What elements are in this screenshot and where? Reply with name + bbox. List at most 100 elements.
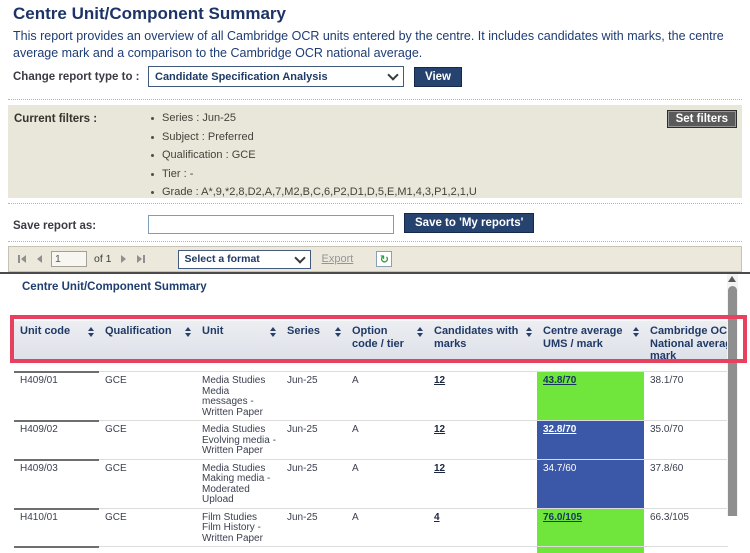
previous-page-button[interactable] xyxy=(35,253,44,265)
candidates-link[interactable]: 12 xyxy=(434,375,446,386)
vertical-scrollbar xyxy=(727,274,738,516)
previous-page-icon xyxy=(37,255,42,263)
column-header-label: Unit code xyxy=(20,325,71,337)
filter-item-label: Series : Jun-25 xyxy=(162,112,236,124)
centre-average-cell[interactable]: 32.8/70 xyxy=(537,421,644,459)
filter-item-grade: Grade : A*,9,*2,8,D2,A,7,M2,B,C,6,P2,D1,… xyxy=(151,186,477,205)
last-page-icon xyxy=(136,255,142,263)
filter-item-qualification: Qualification : GCE xyxy=(151,149,477,168)
format-selected-value: Select a format xyxy=(184,253,260,265)
column-header-series[interactable]: Series xyxy=(281,321,346,359)
series-cell: Jun-25 xyxy=(287,375,318,386)
national-average-cell: 38.1/70 xyxy=(650,375,684,386)
column-header-centre-average[interactable]: Centre average UMS / mark xyxy=(537,321,644,359)
sort-icon xyxy=(417,325,423,359)
first-page-icon xyxy=(21,255,26,263)
bullet-icon xyxy=(151,154,154,157)
table-body: H409/01 GCE Media Studies Media messages… xyxy=(14,371,728,553)
sort-icon xyxy=(270,325,276,359)
filter-item-series: Series : Jun-25 xyxy=(151,112,477,131)
unit-code-cell: H409/01 xyxy=(20,375,58,386)
centre-average-cell[interactable]: 76.0/105 xyxy=(537,508,644,546)
page-number-input[interactable] xyxy=(51,251,87,267)
candidates-link[interactable]: 4 xyxy=(434,511,440,523)
column-header-option-code[interactable]: Option code / tier xyxy=(346,321,428,359)
candidates-link[interactable]: 12 xyxy=(434,462,446,474)
refresh-icon: ↻ xyxy=(379,252,389,266)
next-page-button[interactable] xyxy=(119,253,128,265)
sort-icon xyxy=(633,325,639,359)
export-link[interactable]: Export xyxy=(321,253,354,265)
report-heading: Centre Unit/Component Summary xyxy=(22,281,207,293)
divider xyxy=(8,241,742,242)
series-cell: Jun-25 xyxy=(287,511,318,523)
column-header-national-average[interactable]: Cambridge OCR National average / mark xyxy=(644,321,728,359)
refresh-button[interactable]: ↻ xyxy=(376,251,393,267)
page-title: Centre Unit/Component Summary xyxy=(13,4,286,23)
column-header-label: Centre average UMS / mark xyxy=(543,325,623,350)
unit-cell: Media Studies Media messages - Written P… xyxy=(202,375,266,418)
column-header-label: Qualification xyxy=(105,325,172,337)
qualification-cell: GCE xyxy=(105,375,127,386)
table-header-row: Unit code Qualification Unit Series Opti… xyxy=(14,321,728,359)
filter-item-label: Tier : - xyxy=(162,167,194,180)
column-header-qualification[interactable]: Qualification xyxy=(99,321,196,359)
scroll-up-icon[interactable] xyxy=(728,276,736,282)
centre-average-cell xyxy=(537,547,644,553)
column-header-label: Series xyxy=(287,325,321,337)
centre-average-cell: 34.7/60 xyxy=(537,459,644,508)
page-description: This report provides an overview of all … xyxy=(13,29,724,60)
sort-icon xyxy=(185,325,191,359)
filters-panel: Current filters : Series : Jun-25 Subjec… xyxy=(8,105,742,198)
table-row-partial xyxy=(14,546,728,553)
save-to-my-reports-button[interactable]: Save to 'My reports' xyxy=(404,213,535,233)
pager-toolbar: of 1 Select a format Export ↻ xyxy=(8,246,742,272)
chevron-down-icon xyxy=(293,251,306,264)
filter-item-label: Qualification : GCE xyxy=(162,149,256,161)
qualification-cell: GCE xyxy=(105,462,127,474)
unit-cell: Film Studies Film History - Written Pape… xyxy=(202,511,263,544)
series-cell: Jun-25 xyxy=(287,424,318,435)
filters-list: Series : Jun-25 Subject : Preferred Qual… xyxy=(151,112,477,205)
report-viewer-top-border xyxy=(0,272,750,274)
national-average-cell: 66.3/105 xyxy=(650,511,689,523)
report-type-selected-value: Candidate Specification Analysis xyxy=(155,70,328,83)
candidates-link[interactable]: 12 xyxy=(434,424,446,435)
report-type-row: Change report type to : Candidate Specif… xyxy=(13,66,462,87)
last-page-button[interactable] xyxy=(135,253,147,265)
save-report-input[interactable] xyxy=(148,215,394,234)
first-page-button[interactable] xyxy=(16,253,28,265)
table-row: H410/01 GCE Film Studies Film History - … xyxy=(14,507,728,546)
divider xyxy=(8,99,742,100)
bullet-icon xyxy=(151,172,154,176)
save-report-label: Save report as: xyxy=(13,220,97,232)
option-code-cell: A xyxy=(352,375,359,386)
filter-item-tier: Tier : - xyxy=(151,168,477,187)
column-header-label: Cambridge OCR National average / mark xyxy=(650,325,728,359)
option-code-cell: A xyxy=(352,511,359,523)
option-code-cell: A xyxy=(352,424,359,435)
bullet-icon xyxy=(151,191,154,194)
unit-code-cell: H409/03 xyxy=(20,462,58,474)
scrollbar-thumb[interactable] xyxy=(728,286,737,516)
column-header-unit-code[interactable]: Unit code xyxy=(14,321,99,359)
filter-item-label: Subject : Preferred xyxy=(162,130,254,143)
column-header-label: Unit xyxy=(202,325,224,337)
sort-icon xyxy=(526,325,532,359)
report-type-select[interactable]: Candidate Specification Analysis xyxy=(148,66,404,87)
national-average-cell: 37.8/60 xyxy=(650,462,684,474)
current-filters-label: Current filters : xyxy=(14,113,98,125)
divider xyxy=(8,203,742,204)
unit-cell: Media Studies Evolving media - Written P… xyxy=(202,424,276,456)
option-code-cell: A xyxy=(352,462,359,474)
national-average-cell: 35.0/70 xyxy=(650,424,684,435)
set-filters-button[interactable]: Set filters xyxy=(666,110,737,128)
centre-average-cell[interactable]: 43.8/70 xyxy=(537,372,644,420)
format-select[interactable]: Select a format xyxy=(177,249,311,269)
column-header-unit[interactable]: Unit xyxy=(196,321,281,359)
column-header-candidates[interactable]: Candidates with marks xyxy=(428,321,537,359)
series-cell: Jun-25 xyxy=(287,462,318,474)
bullet-icon xyxy=(151,117,154,120)
view-button[interactable]: View xyxy=(414,66,462,87)
qualification-cell: GCE xyxy=(105,511,127,523)
